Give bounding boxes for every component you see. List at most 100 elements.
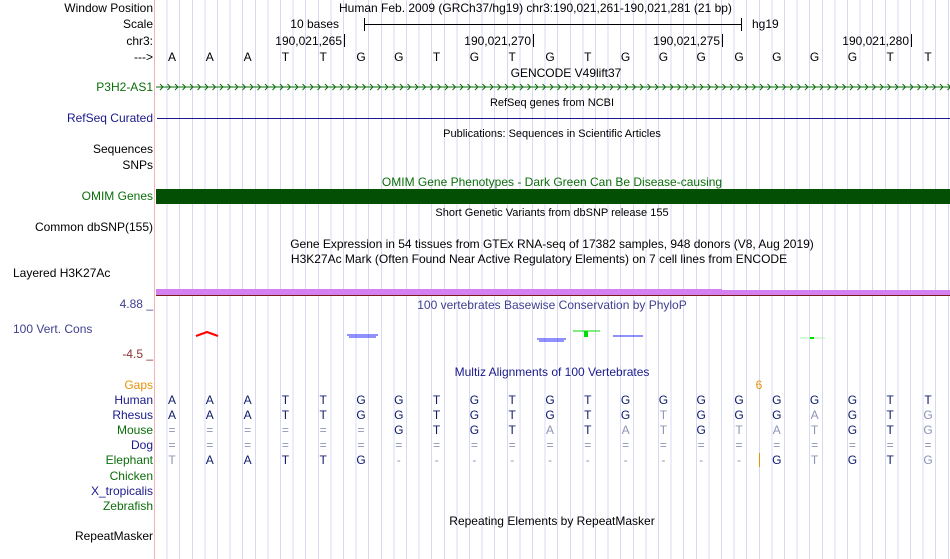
aligned-base: T: [432, 393, 441, 407]
aligned-base: -: [623, 453, 628, 468]
cons-title: 100 vertebrates Basewise Conservation by…: [417, 298, 687, 312]
aligned-base: G: [734, 393, 744, 407]
position-tick: [722, 34, 723, 47]
label-separator: [154, 0, 155, 559]
refseq-title: RefSeq genes from NCBI: [489, 97, 615, 109]
aligned-base: =: [659, 438, 667, 453]
refseq-track-label[interactable]: RefSeq Curated: [66, 111, 153, 125]
base-G: G: [772, 50, 782, 64]
pubs-label-sequences[interactable]: Sequences: [92, 142, 153, 156]
aligned-base: =: [281, 423, 289, 438]
aligned-base: G: [923, 408, 933, 423]
aligned-base: =: [924, 438, 932, 453]
aligned-base: -: [699, 453, 704, 468]
aligned-base: A: [205, 408, 214, 423]
species-label-zebrafish[interactable]: Zebrafish: [102, 498, 153, 513]
base-T: T: [319, 50, 327, 64]
aligned-base: T: [281, 408, 290, 423]
aligned-base: T: [886, 423, 894, 438]
phylop-signal[interactable]: [156, 320, 950, 350]
aligned-base: G: [620, 393, 631, 407]
base-T: T: [432, 50, 441, 64]
gap-marker: [759, 453, 760, 467]
position-label: 190,021,275: [653, 34, 720, 48]
aligned-base: G: [356, 393, 366, 407]
position-tick: [533, 34, 534, 47]
gap-count: 6: [755, 378, 763, 392]
gene-p3h2-as1[interactable]: [156, 82, 950, 92]
aligned-base: T: [659, 408, 668, 423]
species-label-mouse[interactable]: Mouse: [116, 423, 153, 438]
aligned-base: -: [548, 453, 552, 468]
cons-track-label[interactable]: 100 Vert. Cons: [13, 322, 93, 336]
base-G: G: [394, 50, 404, 64]
species-label-chicken[interactable]: Chicken: [109, 468, 153, 483]
gencode-track-label[interactable]: P3H2-AS1: [96, 80, 153, 94]
repeat-track-label[interactable]: RepeatMasker: [74, 529, 153, 543]
aligned-base: G: [772, 393, 782, 407]
aligned-base: -: [737, 453, 741, 468]
base-G: G: [696, 50, 706, 64]
omim-gene-bar[interactable]: [156, 189, 950, 204]
aligned-base: G: [545, 393, 555, 407]
aligned-base: G: [469, 423, 480, 438]
aligned-base: A: [205, 453, 214, 468]
aligned-base: A: [772, 423, 781, 438]
aligned-base: G: [658, 393, 669, 407]
aligned-base: G: [356, 408, 366, 423]
aligned-base: =: [357, 438, 365, 453]
aligned-base: =: [470, 438, 478, 453]
aligned-base: G: [847, 453, 858, 468]
aligned-base: G: [847, 408, 858, 423]
h3k27ac-signal[interactable]: [722, 290, 950, 295]
multiz-title: Multiz Alignments of 100 Vertebrates: [454, 365, 650, 379]
pubs-title: Publications: Sequences in Scientific Ar…: [443, 128, 661, 140]
aligned-base: T: [432, 408, 441, 423]
phylop-positive-mark: [347, 334, 378, 338]
base-T: T: [281, 50, 290, 64]
h3k27ac-signal[interactable]: [156, 289, 722, 295]
position-label: 190,021,270: [464, 34, 531, 48]
position-label: 190,021,265: [275, 34, 342, 48]
omim-track-label[interactable]: OMIM Genes: [81, 189, 153, 203]
base-G: G: [847, 50, 858, 64]
aligned-base: =: [319, 438, 327, 453]
species-label-x_tropicalis[interactable]: X_tropicalis: [90, 483, 153, 498]
aligned-base: G: [696, 423, 706, 438]
aligned-base: T: [281, 453, 290, 468]
aligned-base: A: [810, 408, 819, 423]
base-G: G: [545, 50, 555, 64]
species-label-elephant[interactable]: Elephant: [105, 453, 153, 468]
aligned-base: =: [735, 438, 743, 453]
aligned-base: A: [205, 393, 214, 407]
aligned-base: T: [584, 408, 592, 423]
strand-label: --->: [134, 50, 153, 64]
aligned-base: T: [886, 393, 894, 407]
dbsnp-track-label[interactable]: Common dbSNP(155): [34, 220, 153, 234]
aligned-base: T: [659, 423, 668, 438]
repeat-title: Repeating Elements by RepeatMasker: [449, 514, 655, 528]
aligned-base: =: [168, 438, 176, 453]
window-position-label: Window Position: [64, 1, 153, 15]
h3k27ac-track-label[interactable]: Layered H3K27Ac: [13, 266, 111, 280]
species-label-human[interactable]: Human: [114, 393, 153, 407]
aligned-base: T: [319, 408, 327, 423]
base-G: G: [809, 50, 820, 64]
aligned-base: T: [735, 423, 743, 438]
aligned-base: =: [244, 438, 252, 453]
refseq-gene-line[interactable]: [157, 118, 950, 119]
aligned-base: G: [469, 408, 480, 423]
species-label-rhesus[interactable]: Rhesus: [112, 408, 153, 423]
base-G: G: [620, 50, 631, 64]
aligned-base: T: [319, 453, 327, 468]
aligned-base: A: [167, 393, 176, 407]
aligned-base: T: [432, 423, 441, 438]
aligned-base: =: [244, 423, 252, 438]
species-label-dog[interactable]: Dog: [130, 438, 153, 453]
aligned-base: G: [620, 408, 631, 423]
aligned-base: =: [319, 423, 327, 438]
aligned-base: G: [847, 393, 858, 407]
gaps-label: Gaps: [124, 378, 153, 392]
pubs-label-snps[interactable]: SNPs: [122, 158, 153, 172]
aligned-base: T: [508, 408, 516, 423]
